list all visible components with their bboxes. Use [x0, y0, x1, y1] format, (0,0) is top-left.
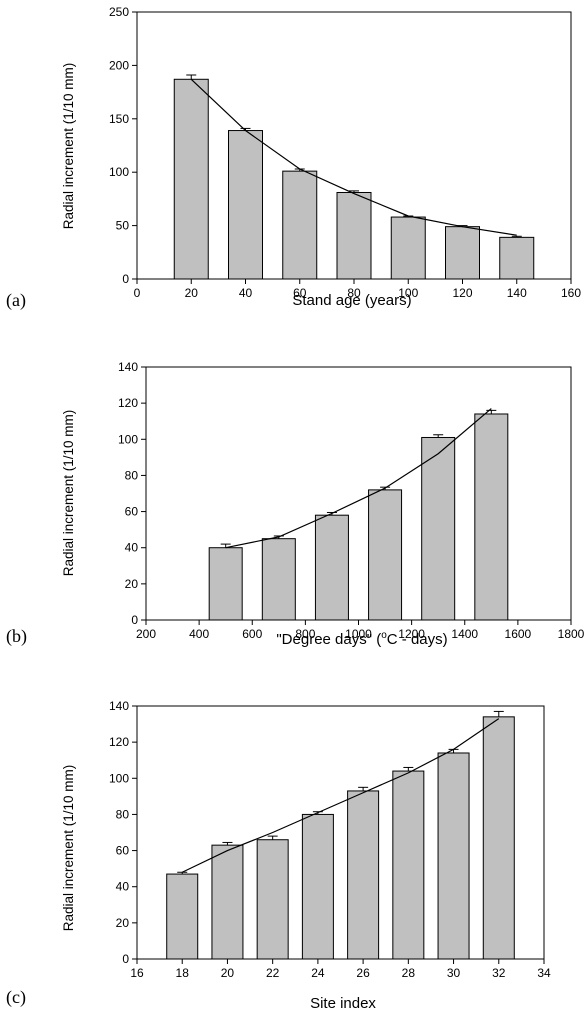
bar — [390, 216, 426, 280]
bar — [421, 436, 456, 621]
y-tick-label: 150 — [109, 112, 129, 126]
x-tick-label: 18 — [176, 966, 190, 980]
x-tick-label: 100 — [398, 286, 418, 300]
x-tick-label: 140 — [507, 286, 527, 300]
x-tick-label: 800 — [295, 627, 315, 641]
trend-line — [181, 718, 500, 873]
x-tick-label: 28 — [402, 966, 416, 980]
y-tick-label: 80 — [116, 807, 130, 821]
x-tick-label: 200 — [136, 627, 156, 641]
plot-frame — [136, 705, 545, 960]
bar — [347, 790, 380, 960]
x-tick-label: 120 — [452, 286, 472, 300]
x-tick-label: 1000 — [345, 627, 372, 641]
x-tick-label: 16 — [130, 966, 144, 980]
bar — [173, 78, 209, 280]
x-axis-label-a: Stand age (years) — [292, 292, 411, 309]
bar — [282, 170, 318, 280]
bar — [437, 752, 470, 960]
chart-panel-b: (b) Radial increment (1/10 mm) "Degree d… — [6, 360, 585, 648]
y-tick-label: 140 — [118, 360, 138, 374]
bar — [256, 839, 289, 960]
y-tick-label: 80 — [125, 468, 139, 482]
y-tick-label: 250 — [109, 5, 129, 19]
y-axis-label-b: Radial increment (1/10 mm) — [61, 410, 76, 577]
bar — [228, 130, 263, 280]
bar — [474, 413, 509, 621]
x-axis-label-c: Site index — [310, 995, 376, 1012]
y-tick-label: 60 — [125, 505, 139, 519]
x-tick-label: 400 — [189, 627, 209, 641]
x-tick-label: 80 — [347, 286, 361, 300]
x-tick-label: 20 — [185, 286, 199, 300]
y-tick-label: 40 — [116, 880, 130, 894]
y-tick-label: 100 — [118, 432, 138, 446]
bar — [499, 236, 535, 280]
panel-label-c: (c) — [6, 987, 26, 1008]
x-tick-label: 1200 — [398, 627, 425, 641]
x-tick-label: 22 — [266, 966, 280, 980]
bar — [211, 844, 244, 960]
x-tick-label: 0 — [134, 286, 141, 300]
x-tick-label: 24 — [311, 966, 325, 980]
y-tick-label: 100 — [109, 165, 129, 179]
x-tick-label: 60 — [293, 286, 307, 300]
y-tick-label: 140 — [109, 699, 129, 713]
x-tick-label: 160 — [561, 286, 581, 300]
panel-label-a: (a) — [6, 290, 26, 311]
panel-label-b: (b) — [6, 626, 27, 647]
bar — [208, 547, 243, 621]
x-tick-label: 1600 — [505, 627, 532, 641]
y-tick-label: 100 — [109, 771, 129, 785]
y-axis-label-c: Radial increment (1/10 mm) — [61, 765, 76, 932]
y-tick-label: 20 — [125, 577, 139, 591]
y-tick-label: 40 — [125, 541, 139, 555]
x-tick-label: 34 — [537, 966, 551, 980]
y-axis-label-a: Radial increment (1/10 mm) — [61, 63, 76, 230]
y-tick-label: 120 — [109, 735, 129, 749]
bar — [445, 226, 480, 280]
y-tick-label: 20 — [116, 916, 130, 930]
y-tick-label: 0 — [122, 272, 129, 286]
bar — [368, 489, 403, 621]
bar — [392, 770, 425, 960]
bar — [166, 873, 199, 960]
x-tick-label: 30 — [447, 966, 461, 980]
trend-line — [225, 408, 492, 549]
x-tick-label: 1400 — [451, 627, 478, 641]
y-tick-label: 0 — [131, 613, 138, 627]
bar — [301, 813, 334, 960]
bar — [482, 716, 515, 960]
x-tick-label: 26 — [356, 966, 370, 980]
bar — [314, 514, 349, 621]
x-tick-label: 1800 — [558, 627, 585, 641]
bar — [261, 538, 296, 621]
y-tick-label: 50 — [116, 219, 130, 233]
x-tick-label: 32 — [492, 966, 506, 980]
y-tick-label: 0 — [122, 952, 129, 966]
trend-line — [190, 78, 517, 236]
x-tick-label: 600 — [242, 627, 262, 641]
chart-panel-a: (a) Radial increment (1/10 mm) Stand age… — [6, 5, 581, 311]
x-axis-label-b: "Degree days" (oC - days) — [276, 630, 447, 648]
x-tick-label: 20 — [221, 966, 235, 980]
chart-panel-c: (c) Radial increment (1/10 mm) Site inde… — [6, 699, 551, 1012]
x-tick-label: 40 — [239, 286, 253, 300]
y-tick-label: 120 — [118, 396, 138, 410]
y-tick-label: 60 — [116, 844, 130, 858]
bar — [336, 191, 372, 280]
y-tick-label: 200 — [109, 58, 129, 72]
